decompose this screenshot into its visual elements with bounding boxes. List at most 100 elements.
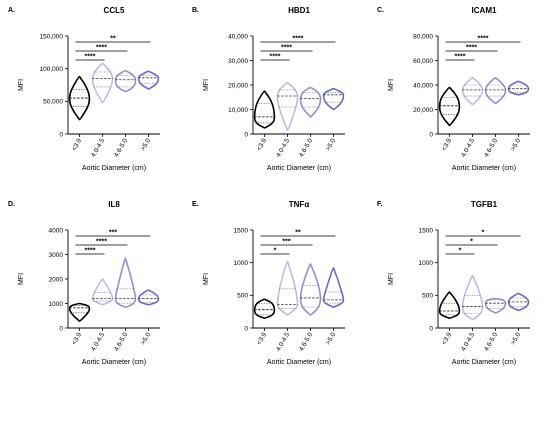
violin-2: [91, 62, 114, 104]
x-tick-label: 4.0-4.5: [460, 331, 476, 352]
violin-shape: [322, 267, 345, 308]
x-axis-label: Aortic Diameter (cm): [82, 359, 146, 366]
y-tick-label: 0: [59, 131, 63, 138]
x-tick-label: <3.9: [71, 137, 84, 152]
x-axis-label: Aortic Diameter (cm): [452, 165, 516, 172]
y-axis-label: MFI: [203, 273, 210, 285]
significance-bracket-3: **: [75, 36, 151, 43]
violin-2: [276, 260, 299, 316]
violin-shape: [322, 87, 345, 111]
violin-shape: [253, 298, 276, 319]
panel-letter: C.: [377, 7, 384, 14]
significance-label: ****: [96, 45, 107, 52]
significance-bracket-1: ****: [445, 54, 475, 61]
x-tick-label: 4.0-4.5: [90, 137, 106, 158]
significance-label: **: [295, 230, 301, 237]
violin-1: [253, 90, 276, 129]
panel-title: HBD1: [288, 6, 310, 15]
significance-label: ****: [478, 36, 489, 43]
y-axis-label: MFI: [203, 79, 210, 91]
violin-4: [322, 267, 345, 308]
violin-shape: [114, 69, 137, 93]
violin-3: [114, 69, 137, 93]
x-tick-label: <3.9: [71, 331, 84, 346]
violin-shape: [68, 302, 91, 322]
significance-label: *: [274, 248, 277, 255]
violin-shape: [91, 278, 114, 306]
violin-2: [91, 278, 114, 306]
panel-title: IL8: [108, 200, 120, 209]
y-tick-label: 40,000: [413, 82, 433, 89]
x-tick-label: <3.9: [256, 137, 269, 152]
y-axis-label: MFI: [18, 79, 25, 91]
y-tick-label: 100,000: [40, 66, 64, 73]
significance-bracket-3: ***: [75, 230, 151, 237]
panel-title: TNFα: [289, 200, 310, 209]
y-tick-label: 60,000: [413, 58, 433, 65]
violin-shape: [461, 274, 484, 321]
y-tick-label: 150,000: [40, 33, 64, 40]
x-tick-label: 4.6-5.0: [298, 137, 314, 158]
chart-panel-6: F. TGFB1 0 500 1000 1500 MFI <3.9 4.0-4.5 4.6-5.0…: [377, 200, 530, 366]
y-tick-label: 50,000: [43, 99, 63, 106]
violin-shape: [114, 257, 137, 308]
y-tick-label: 2000: [49, 276, 64, 283]
significance-bracket-2: ****: [260, 45, 313, 52]
y-tick-label: 1000: [234, 260, 249, 267]
x-tick-label: >5.0: [325, 331, 338, 346]
x-axis-label: Aortic Diameter (cm): [267, 165, 331, 172]
significance-bracket-2: ****: [75, 239, 128, 246]
violin-1: [438, 86, 461, 127]
panel-title: CCL5: [104, 6, 125, 15]
significance-label: ***: [109, 230, 117, 237]
x-tick-label: >5.0: [510, 137, 523, 152]
y-tick-label: 40,000: [228, 33, 248, 40]
x-axis-label: Aortic Diameter (cm): [82, 165, 146, 172]
significance-bracket-2: ***: [260, 239, 313, 246]
significance-bracket-3: **: [260, 230, 336, 237]
panel-letter: D.: [8, 201, 15, 208]
significance-label: ****: [293, 36, 304, 43]
violin-2: [276, 81, 299, 132]
violin-shape: [484, 76, 507, 105]
significance-label: *: [482, 230, 485, 237]
significance-label: ****: [96, 239, 107, 246]
panel-title: ICAM1: [472, 6, 497, 15]
violin-4: [322, 87, 345, 111]
x-tick-label: >5.0: [325, 137, 338, 152]
violin-shape: [299, 263, 322, 316]
x-tick-label: <3.9: [256, 331, 269, 346]
x-tick-label: 4.0-4.5: [275, 331, 291, 352]
y-axis-label: MFI: [388, 273, 395, 285]
y-axis-label: MFI: [18, 273, 25, 285]
violin-shape: [461, 76, 484, 106]
violin-4: [137, 289, 160, 306]
violin-3: [299, 263, 322, 316]
violin-1: [253, 298, 276, 319]
chart-panel-5: E. TNFα 0 500 1000 1500 MFI <3.9 4.0-4.5 4.6-5.0 >…: [192, 200, 345, 366]
violin-1: [68, 75, 91, 121]
significance-label: **: [110, 36, 116, 43]
x-tick-label: <3.9: [441, 331, 454, 346]
x-axis-label: Aortic Diameter (cm): [267, 359, 331, 366]
significance-bracket-3: ****: [260, 36, 336, 43]
y-tick-label: 20,000: [228, 82, 248, 89]
violin-3: [484, 76, 507, 105]
x-tick-label: 4.6-5.0: [483, 331, 499, 352]
chart-panel-4: D. IL8 0 1000 2000 3000 4000 MFI <3.9 4.0-4.5 4.6-…: [8, 200, 160, 366]
panel-title: TGFB1: [471, 200, 498, 209]
y-tick-label: 0: [59, 325, 63, 332]
y-tick-label: 30,000: [228, 58, 248, 65]
violin-2: [461, 274, 484, 321]
significance-bracket-2: ****: [75, 45, 128, 52]
y-tick-label: 1000: [419, 260, 434, 267]
y-tick-label: 1000: [49, 301, 64, 308]
panel-letter: A.: [8, 7, 15, 14]
y-tick-label: 0: [429, 131, 433, 138]
chart-panel-3: C. ICAM1 0 20,000 40,000 60,000 80,000 MFI <3.9 4…: [377, 6, 530, 172]
x-tick-label: >5.0: [510, 331, 523, 346]
significance-label: *: [459, 248, 462, 255]
violin-shape: [484, 297, 507, 314]
y-axis-label: MFI: [388, 79, 395, 91]
